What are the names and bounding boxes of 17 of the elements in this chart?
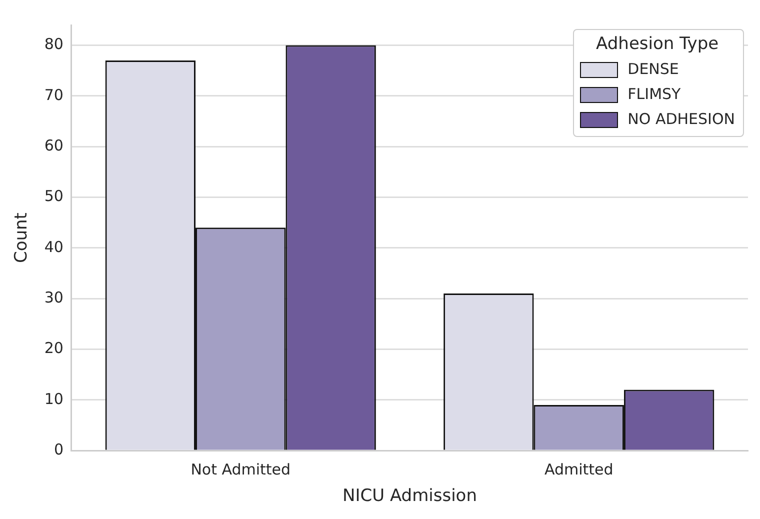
y-axis-title: Count: [12, 212, 32, 264]
y-tick-label: 0: [54, 440, 64, 458]
y-tick-label: 60: [44, 136, 64, 154]
x-axis-title: NICU Admission: [342, 486, 477, 506]
legend-label: DENSE: [628, 59, 679, 80]
y-tick-label: 20: [44, 339, 64, 358]
x-tick-label: Not Admitted: [190, 460, 291, 478]
y-tick-label: 80: [44, 35, 64, 54]
y-tick-label: 30: [44, 288, 64, 306]
y-tick-label: 50: [44, 187, 64, 206]
y-tick-label: 10: [44, 390, 64, 408]
legend-label: NO ADHESION: [628, 109, 735, 130]
y-tick-label: 40: [44, 238, 64, 256]
legend-label: FLIMSY: [628, 84, 681, 105]
legend-title: Adhesion Type: [595, 34, 720, 54]
y-tick-label: 70: [44, 86, 64, 104]
x-tick-label: Admitted: [544, 460, 614, 478]
